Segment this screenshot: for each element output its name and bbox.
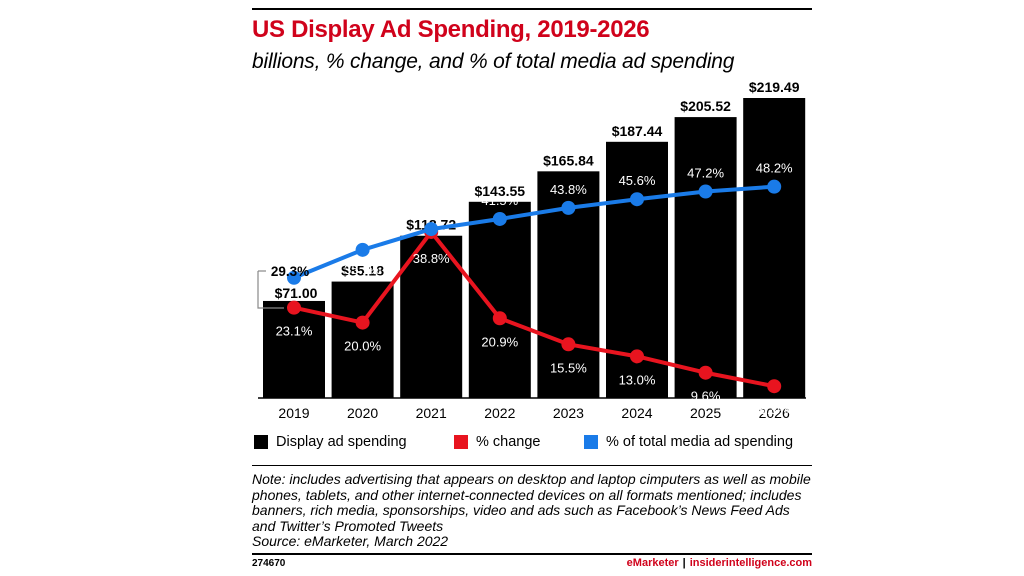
- chart-title: US Display Ad Spending, 2019-2026: [252, 16, 650, 43]
- share-value-label: 43.8%: [550, 182, 587, 197]
- bar-value-label: $165.84: [543, 152, 594, 168]
- note-text: Note: includes advertising that appears …: [252, 471, 811, 534]
- legend-item-share: % of total media ad spending: [584, 434, 793, 450]
- share-point-2024: [630, 192, 644, 207]
- change-line: [293, 229, 775, 389]
- legend-swatch-blue: [584, 435, 598, 449]
- bar-2019: [263, 300, 325, 398]
- share-line: [293, 184, 775, 280]
- bottom-divider: [252, 553, 812, 555]
- note-block: Note: includes advertising that appears …: [252, 471, 812, 550]
- chart-subtitle: billions, % change, and % of total media…: [252, 50, 735, 73]
- change-point-2020: [355, 315, 370, 330]
- change-point-2023: [561, 337, 576, 352]
- share-value-label: 39.4%: [413, 203, 450, 218]
- bar-value-label: $85.18: [341, 263, 384, 279]
- bar-value-label: $219.49: [749, 79, 800, 95]
- x-tick-label: 2020: [347, 405, 378, 421]
- bar-2020: [331, 281, 394, 398]
- x-tick-label: 2024: [621, 405, 652, 421]
- share-point-2020: [355, 242, 370, 257]
- x-tick-label: 2021: [416, 405, 447, 421]
- x-tick-label: 2023: [553, 405, 584, 421]
- change-value-label: 6.8%: [759, 402, 789, 417]
- change-value-label: 20.0%: [344, 339, 381, 354]
- share-point-2026: [767, 179, 782, 194]
- legend-label: % of total media ad spending: [606, 434, 794, 450]
- chart-frame: US Display Ad Spending, 2019-2026 billio…: [252, 8, 812, 569]
- chart-id: 274670: [252, 558, 286, 569]
- bar-2025: [674, 117, 737, 398]
- brand-insider-intelligence: insiderintelligence.com: [689, 557, 812, 569]
- legend: Display ad spending % change % of total …: [254, 434, 810, 454]
- bar-value-label: $205.52: [680, 98, 731, 114]
- footer-brand: eMarketer | insiderintelligence.com: [627, 557, 812, 569]
- share-point-2019: [287, 270, 301, 285]
- x-tick-label: 2019: [278, 405, 309, 421]
- legend-divider: [252, 465, 812, 466]
- chart-plot: $85.18$118.72$143.55$165.84$187.44$205.5…: [257, 79, 806, 421]
- change-value-label: 15.5%: [550, 360, 587, 375]
- top-divider: [252, 8, 812, 10]
- change-value-label: 23.1%: [276, 324, 313, 339]
- change-value-label: 20.9%: [481, 334, 518, 349]
- change-point-2019: [287, 300, 301, 315]
- legend-swatch-red: [454, 435, 468, 449]
- share-point-2025: [698, 184, 713, 199]
- legend-label: % change: [476, 434, 541, 450]
- callout-bracket: [257, 271, 284, 309]
- share-value-label: 48.2%: [756, 161, 793, 176]
- bar-value-label: $71.00: [275, 285, 318, 301]
- share-point-2023: [561, 200, 576, 215]
- share-value-label: 47.2%: [687, 165, 724, 180]
- change-value-label: 13.0%: [619, 372, 656, 387]
- legend-swatch-black: [254, 435, 268, 449]
- legend-label: Display ad spending: [276, 434, 407, 450]
- bar-2022: [468, 201, 531, 398]
- bar-value-label: $187.44: [612, 123, 663, 139]
- bar-2021: [400, 235, 463, 398]
- bar-2026: [743, 98, 806, 398]
- change-value-label: 9.6%: [691, 389, 721, 404]
- share-value-label: 35.1%: [344, 262, 381, 277]
- source-text: Source: eMarketer, March 2022: [252, 533, 449, 549]
- change-point-2024: [630, 349, 644, 364]
- brand-emarketer: eMarketer: [626, 557, 679, 569]
- change-value-label: 38.8%: [413, 251, 450, 266]
- change-point-2025: [698, 365, 713, 380]
- legend-item-change: % change: [454, 434, 541, 450]
- change-point-2026: [767, 379, 782, 394]
- x-tick-label: 2026: [759, 405, 790, 421]
- x-tick-label: 2025: [690, 405, 721, 421]
- brand-separator: |: [682, 557, 686, 569]
- bar-value-label: $143.55: [474, 183, 525, 199]
- share-point-2021: [424, 222, 439, 237]
- share-value-label: 45.6%: [619, 173, 656, 188]
- legend-item-display-spending: Display ad spending: [254, 434, 407, 450]
- share-point-2022: [492, 211, 507, 226]
- share-value-label: 41.5%: [481, 193, 518, 208]
- share-value-label: 29.3%: [271, 264, 309, 279]
- change-point-2022: [492, 311, 507, 326]
- x-tick-label: 2022: [484, 405, 515, 421]
